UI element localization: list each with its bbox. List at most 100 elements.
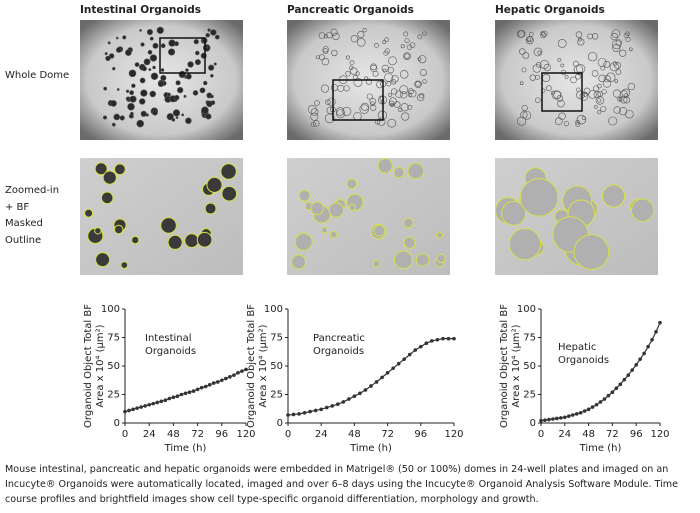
organoid — [149, 54, 158, 62]
data-point — [244, 367, 248, 372]
data-point — [123, 409, 127, 414]
data-point — [358, 391, 362, 396]
organoid — [560, 63, 565, 68]
organoid — [418, 93, 425, 99]
data-point — [586, 407, 591, 412]
organoid — [156, 26, 164, 34]
data-point — [614, 386, 619, 391]
organoid — [157, 80, 165, 88]
organoid — [355, 71, 360, 76]
organoid — [336, 109, 346, 119]
organoid — [407, 88, 414, 95]
organoid — [210, 29, 217, 36]
organoid — [175, 80, 181, 86]
y-axis-label: Area x 10⁴ (µm²) — [258, 324, 269, 407]
data-point — [187, 390, 192, 395]
data-point — [407, 352, 412, 357]
organoid — [318, 32, 326, 39]
row-label: Masked — [5, 218, 43, 229]
masked-organoid — [102, 170, 117, 185]
organoid — [316, 55, 320, 60]
organoid — [521, 104, 528, 111]
organoid — [550, 90, 555, 95]
organoid — [168, 39, 176, 47]
data-point — [302, 410, 307, 415]
data-point — [547, 417, 551, 422]
data-point — [391, 366, 395, 371]
organoid — [134, 62, 140, 67]
organoid — [318, 54, 325, 61]
masked-organoid — [573, 234, 610, 270]
y-tick-label: 100 — [101, 304, 120, 315]
masked-organoid — [393, 166, 405, 179]
organoid — [422, 31, 427, 36]
organoid — [310, 108, 319, 116]
organoid — [140, 110, 147, 117]
x-tick-label: 72 — [191, 429, 204, 440]
organoid — [600, 65, 606, 71]
organoid — [383, 50, 389, 56]
organoid — [597, 98, 602, 103]
organoid — [370, 101, 375, 107]
data-point — [191, 389, 196, 393]
data-point — [626, 373, 631, 377]
masked-organoid — [328, 202, 345, 218]
data-point — [578, 410, 583, 415]
organoid — [408, 89, 417, 98]
data-point — [240, 369, 244, 373]
organoid — [529, 74, 536, 81]
organoid — [594, 105, 598, 109]
masked-organoid — [377, 158, 393, 174]
y-tick-label: 0 — [114, 418, 120, 429]
data-point — [131, 407, 135, 412]
organoid — [181, 113, 185, 117]
organoid — [519, 81, 524, 86]
organoid — [519, 48, 526, 55]
x-tick-label: 96 — [215, 429, 228, 440]
organoid — [362, 27, 367, 33]
organoid — [577, 38, 585, 46]
organoid — [370, 64, 378, 72]
column-title: Intestinal Organoids — [80, 4, 201, 16]
organoid — [388, 100, 395, 106]
data-point — [313, 408, 318, 413]
organoid — [193, 39, 199, 45]
data-point — [441, 336, 445, 341]
organoid — [207, 28, 211, 32]
masked-organoid — [298, 189, 311, 202]
organoid — [384, 37, 389, 43]
organoid — [623, 93, 629, 98]
masked-organoid — [291, 254, 307, 270]
data-point — [610, 390, 615, 395]
y-tick-label: 75 — [270, 333, 283, 344]
annotation: Organoids — [145, 346, 196, 357]
organoid — [414, 80, 422, 88]
organoid — [149, 90, 156, 98]
organoid — [116, 88, 120, 91]
data-point — [151, 401, 156, 406]
masked-organoid — [435, 231, 444, 239]
organoid — [115, 47, 122, 53]
organoid — [613, 106, 621, 114]
x-tick-label: 24 — [315, 429, 328, 440]
organoid — [130, 111, 134, 116]
figure: Whole Dome Zoomed-in + BF Masked Outline… — [5, 4, 670, 454]
organoid — [107, 41, 111, 45]
organoid — [400, 70, 409, 79]
organoid — [573, 64, 584, 75]
data-point — [291, 412, 296, 417]
data-point — [163, 398, 168, 403]
organoid — [205, 113, 212, 120]
organoid — [563, 121, 569, 127]
organoid — [422, 79, 427, 84]
data-point — [183, 391, 188, 396]
organoid — [314, 100, 320, 106]
row-label: Outline — [5, 235, 41, 246]
organoid — [557, 58, 562, 62]
organoid — [593, 91, 601, 99]
data-point — [622, 377, 627, 382]
organoid — [374, 42, 379, 48]
organoid — [382, 39, 387, 44]
organoid — [128, 69, 137, 78]
masked-organoid — [220, 163, 237, 180]
